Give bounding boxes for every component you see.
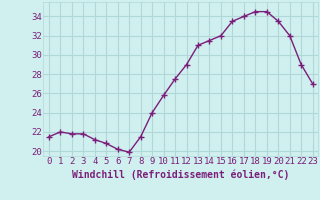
X-axis label: Windchill (Refroidissement éolien,°C): Windchill (Refroidissement éolien,°C) [72, 169, 290, 180]
